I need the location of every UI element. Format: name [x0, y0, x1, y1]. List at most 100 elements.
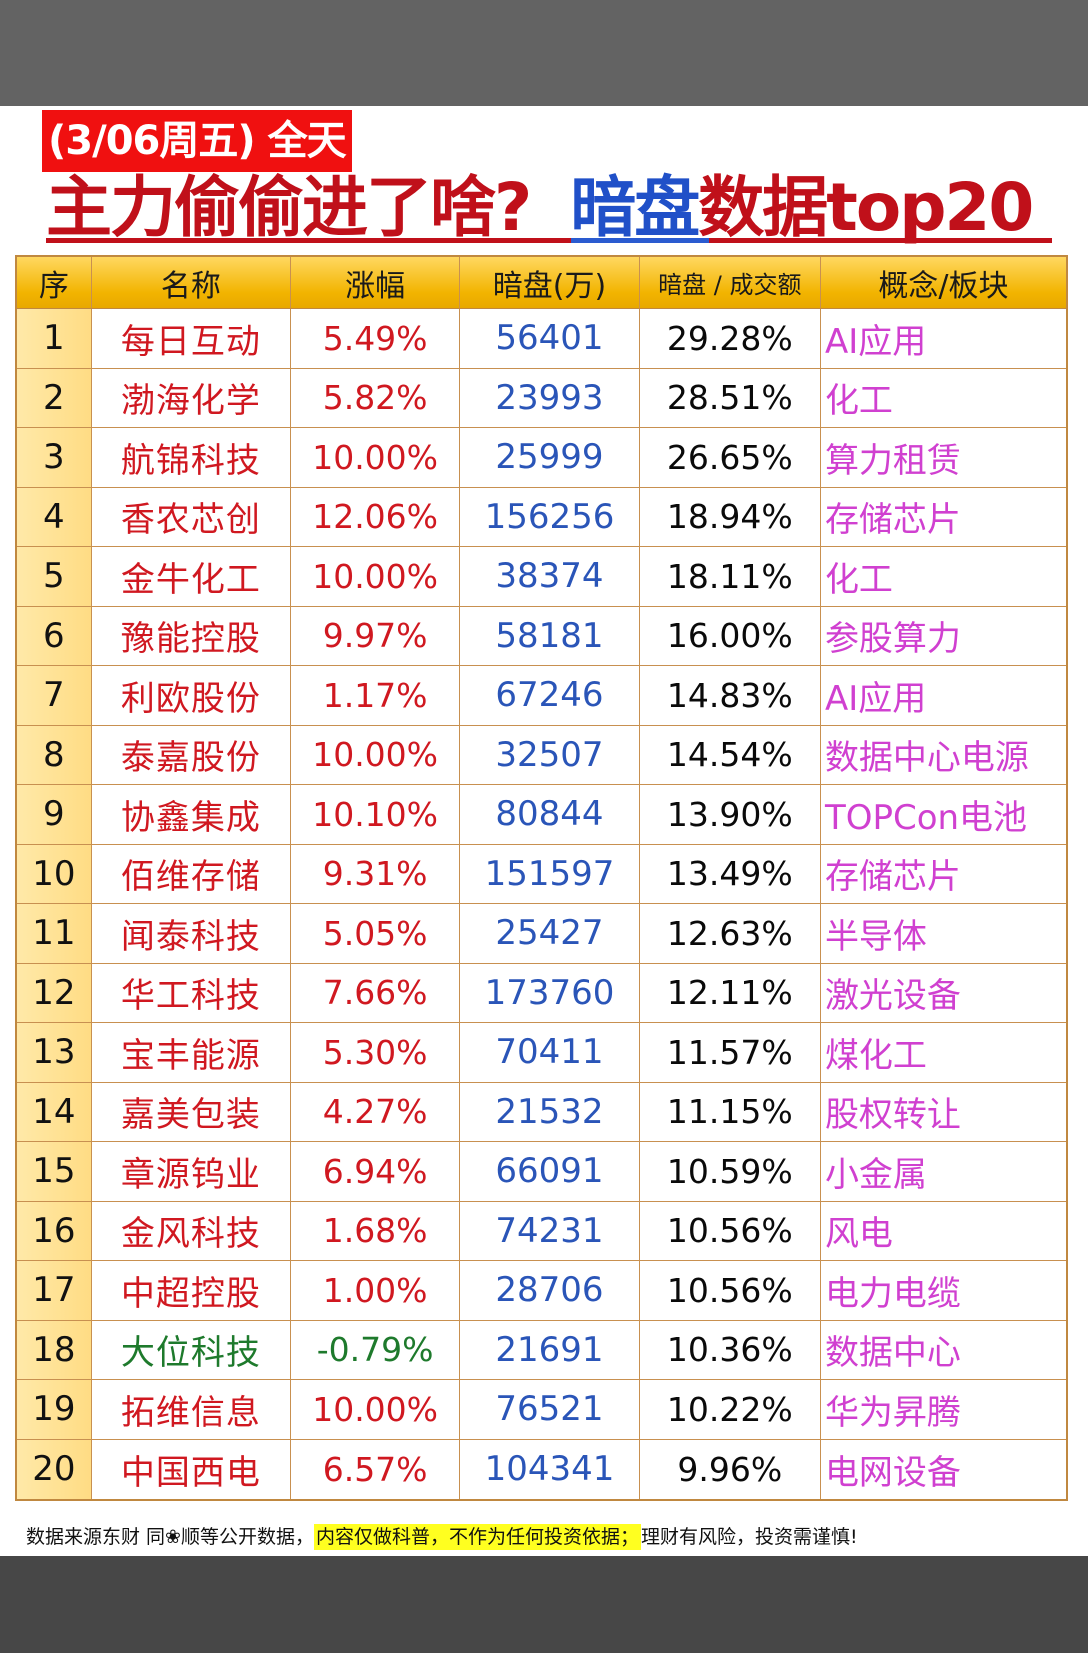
price-change: 1.68% — [291, 1201, 461, 1260]
table-row: 8 泰嘉股份 10.00% 32507 14.54% 数据中心电源 — [17, 725, 1066, 785]
dark-pool-amount: 58181 — [460, 606, 640, 665]
page-title: 主力偷偷进了啥? 暗盘数据top20 — [46, 168, 1034, 248]
table-row: 13 宝丰能源 5.30% 70411 11.57% 煤化工 — [17, 1023, 1066, 1083]
title-underline-red — [46, 238, 571, 243]
concept-sector: 风电 — [824, 1214, 893, 1255]
dark-pool-amount: 104341 — [460, 1439, 640, 1499]
concept-sector: 存储芯片 — [824, 500, 961, 541]
concept-sector: 算力租赁 — [824, 440, 961, 481]
dark-pool-amount: 80844 — [460, 785, 640, 844]
dark-pool-amount: 38374 — [460, 547, 640, 606]
title-dark-pool: 暗盘 — [570, 169, 700, 246]
concept-sector: 数据中心 — [824, 1333, 961, 1374]
dark-pool-amount: 67246 — [460, 666, 640, 725]
dark-pool-amount: 32507 — [460, 725, 640, 784]
price-change: 12.06% — [291, 487, 461, 546]
dark-pool-ratio: 28.51% — [640, 368, 821, 427]
table-row: 19 拓维信息 10.00% 76521 10.22% 华为昇腾 — [17, 1380, 1066, 1440]
concept-sector: 数据中心电源 — [824, 738, 1029, 779]
footer-disclaimer: 数据来源东财 同❀顺等公开数据， 内容仅做科普，不作为任何投资依据； 理财有风险，投… — [26, 1517, 858, 1557]
footer-highlight: 内容仅做科普，不作为任何投资依据； — [313, 1524, 641, 1550]
row-index: 2 — [17, 368, 92, 427]
dark-pool-amount: 66091 — [460, 1142, 640, 1201]
dark-pool-ratio: 10.56% — [640, 1261, 821, 1320]
table-row: 9 协鑫集成 10.10% 80844 13.90% TOPCon电池 — [17, 785, 1066, 845]
stock-name: 利欧股份 — [92, 666, 291, 725]
concept-sector: 存储芯片 — [824, 857, 961, 898]
table-row: 15 章源钨业 6.94% 66091 10.59% 小金属 — [17, 1142, 1066, 1202]
price-change: 10.00% — [291, 428, 461, 487]
col-header-ratio: 暗盘 / 成交额 — [640, 257, 821, 308]
table-row: 7 利欧股份 1.17% 67246 14.83% AI应用 — [17, 666, 1066, 726]
dark-pool-ratio: 9.96% — [640, 1439, 821, 1499]
concept-sector: 化工 — [824, 381, 893, 422]
dark-pool-amount: 70411 — [460, 1023, 640, 1082]
concept-sector: AI应用 — [824, 321, 927, 362]
table-row: 6 豫能控股 9.97% 58181 16.00% 参股算力 — [17, 606, 1066, 666]
stock-name: 宝丰能源 — [92, 1023, 291, 1082]
stock-name: 华工科技 — [92, 963, 291, 1022]
stock-name: 拓维信息 — [92, 1380, 291, 1439]
row-index: 13 — [17, 1023, 92, 1082]
row-index: 15 — [17, 1142, 92, 1201]
dark-pool-ratio: 29.28% — [640, 309, 821, 368]
row-index: 5 — [17, 547, 92, 606]
price-change: 1.00% — [291, 1261, 461, 1320]
date-tag: (3/06周五) 全天 — [42, 110, 352, 172]
stock-name: 佰维存储 — [92, 844, 291, 903]
stock-name: 中超控股 — [92, 1261, 291, 1320]
dark-pool-amount: 74231 — [460, 1201, 640, 1260]
dark-pool-ratio: 13.49% — [640, 844, 821, 903]
concept-sector: 激光设备 — [824, 976, 961, 1017]
infographic-card: (3/06周五) 全天 主力偷偷进了啥? 暗盘数据top20 序 名称 涨幅 暗盘… — [0, 106, 1088, 1556]
col-header-dark-pool: 暗盘(万) — [460, 257, 640, 308]
dark-pool-amount: 56401 — [460, 309, 640, 368]
concept-sector: AI应用 — [824, 678, 927, 719]
dark-pool-ratio: 11.15% — [640, 1082, 821, 1141]
dark-pool-ratio: 18.11% — [640, 547, 821, 606]
price-change: 10.10% — [291, 785, 461, 844]
row-index: 18 — [17, 1320, 92, 1379]
dark-pool-ratio: 12.11% — [640, 963, 821, 1022]
concept-sector: 电网设备 — [824, 1452, 961, 1493]
table-header-row: 序 名称 涨幅 暗盘(万) 暗盘 / 成交额 概念/板块 — [17, 257, 1066, 309]
price-change: 4.27% — [291, 1082, 461, 1141]
title-data-top20: 数据top20 — [698, 169, 1034, 246]
title-question: 主力偷偷进了啥? — [46, 169, 532, 246]
row-index: 4 — [17, 487, 92, 546]
dark-pool-amount: 25427 — [460, 904, 640, 963]
stock-name: 豫能控股 — [92, 606, 291, 665]
col-header-change: 涨幅 — [291, 257, 461, 308]
table-row: 20 中国西电 6.57% 104341 9.96% 电网设备 — [17, 1439, 1066, 1499]
dark-pool-ratio: 26.65% — [640, 428, 821, 487]
price-change: 5.82% — [291, 368, 461, 427]
top-dark-bar — [0, 0, 1088, 106]
row-index: 16 — [17, 1201, 92, 1260]
concept-sector: 股权转让 — [824, 1095, 961, 1136]
table-row: 12 华工科技 7.66% 173760 12.11% 激光设备 — [17, 963, 1066, 1023]
stock-name: 渤海化学 — [92, 368, 291, 427]
price-change: 6.57% — [291, 1439, 461, 1499]
col-header-index: 序 — [17, 257, 92, 308]
bottom-dark-bar — [0, 1556, 1088, 1653]
table-row: 11 闻泰科技 5.05% 25427 12.63% 半导体 — [17, 904, 1066, 964]
stock-name: 协鑫集成 — [92, 785, 291, 844]
row-index: 14 — [17, 1082, 92, 1141]
concept-sector: 华为昇腾 — [824, 1392, 961, 1433]
dark-pool-amount: 25999 — [460, 428, 640, 487]
dark-pool-amount: 21691 — [460, 1320, 640, 1379]
stock-name: 泰嘉股份 — [92, 725, 291, 784]
concept-sector: 煤化工 — [824, 1035, 927, 1076]
table-row: 14 嘉美包装 4.27% 21532 11.15% 股权转让 — [17, 1082, 1066, 1142]
table-row: 1 每日互动 5.49% 56401 29.28% AI应用 — [17, 309, 1066, 369]
stock-name: 金牛化工 — [92, 547, 291, 606]
table-row: 10 佰维存储 9.31% 151597 13.49% 存储芯片 — [17, 844, 1066, 904]
dark-pool-ratio: 10.56% — [640, 1201, 821, 1260]
dark-pool-ratio: 12.63% — [640, 904, 821, 963]
stock-name: 金风科技 — [92, 1201, 291, 1260]
footer-risk: 理财有风险，投资需谨慎! — [640, 1526, 858, 1548]
row-index: 20 — [17, 1439, 92, 1499]
table-row: 18 大位科技 -0.79% 21691 10.36% 数据中心 — [17, 1320, 1066, 1380]
concept-sector: 参股算力 — [824, 619, 961, 660]
table-body: 1 每日互动 5.49% 56401 29.28% AI应用 2 渤海化学 5.82% 23993… — [17, 309, 1066, 1499]
